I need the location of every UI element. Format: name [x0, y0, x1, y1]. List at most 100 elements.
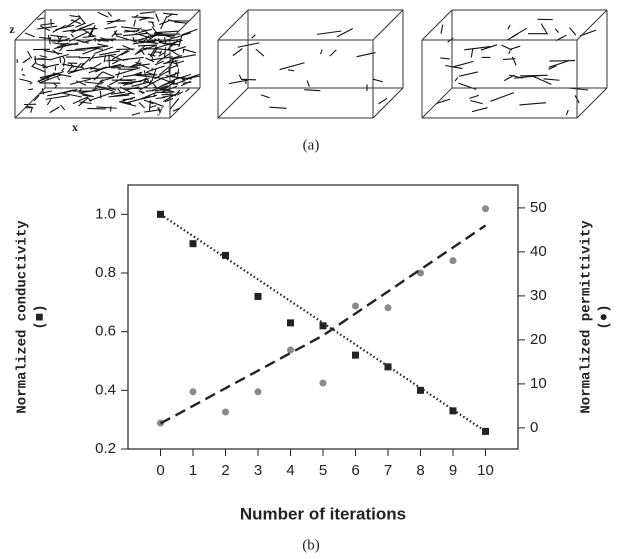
fiber: [29, 81, 33, 85]
fiber: [154, 69, 171, 80]
fiber: [78, 92, 94, 98]
fiber: [41, 88, 45, 95]
fiber: [122, 32, 148, 37]
fiber: [279, 62, 305, 71]
fiber: [115, 67, 141, 76]
fiber: [80, 62, 84, 68]
fiber: [509, 45, 521, 51]
fiber: [154, 60, 165, 66]
fiber: [514, 74, 541, 79]
box-edge: [576, 87, 608, 119]
fiber: [36, 25, 58, 30]
square-point: [222, 251, 229, 259]
circle-point: [352, 302, 359, 310]
fiber: [155, 89, 169, 92]
fiber: [228, 79, 249, 85]
fiber: [151, 21, 155, 28]
fiber: [131, 71, 143, 76]
fiber: [471, 107, 488, 113]
fiber: [139, 11, 156, 15]
fiber: [27, 50, 33, 59]
fiber: [131, 112, 141, 116]
fiber: [56, 76, 61, 81]
y-tick-label: 0.4: [95, 381, 116, 398]
fiber: [113, 92, 132, 97]
fiber: [105, 59, 129, 62]
y-tick-label: 0.6: [95, 323, 116, 340]
fiber: [70, 27, 96, 32]
fit-line: [159, 224, 487, 425]
y2-tick-label: 50: [530, 199, 547, 216]
fiber: [141, 29, 148, 32]
fiber: [436, 98, 451, 105]
fiber: [454, 77, 459, 82]
fiber: [540, 23, 548, 34]
fiber: [143, 99, 154, 105]
fiber: [138, 102, 145, 109]
fiber: [66, 49, 87, 52]
fiber: [480, 44, 498, 51]
fiber: [120, 50, 131, 56]
fiber: [72, 96, 88, 105]
x-tick-label: 9: [449, 462, 457, 479]
fiber: [136, 58, 141, 65]
y-tick-label: 1.0: [95, 205, 116, 222]
fiber: [164, 36, 167, 45]
fiber: [169, 98, 180, 110]
fiber: [163, 75, 174, 79]
x-tick-label: 0: [156, 462, 164, 479]
y2-tick-label: 20: [530, 331, 547, 348]
fiber: [151, 26, 158, 34]
fiber: [82, 29, 95, 37]
fiber: [144, 109, 161, 113]
fiber: [135, 46, 148, 55]
y-axis-title: (■): [33, 304, 49, 329]
fiber: [165, 74, 189, 80]
fiber: [452, 60, 474, 68]
fiber: [163, 12, 178, 16]
fiber: [174, 21, 187, 24]
fiber: [122, 77, 150, 86]
fiber: [88, 66, 107, 74]
fiber: [161, 80, 176, 87]
fiber: [116, 71, 120, 79]
fiber: [317, 30, 342, 35]
y2-tick-label: 10: [530, 375, 547, 392]
circle-point: [449, 257, 457, 265]
fiber: [69, 66, 93, 73]
fiber: [78, 14, 86, 25]
fiber: [469, 94, 480, 99]
fiber: [440, 24, 444, 34]
fiber: [145, 89, 155, 92]
fiber: [372, 78, 383, 83]
fiber: [149, 105, 157, 109]
circle-point: [287, 346, 294, 354]
fiber: [172, 79, 186, 85]
fiber: [91, 53, 117, 59]
fiber: [132, 62, 142, 67]
fiber: [116, 35, 138, 43]
circle-point: [319, 379, 327, 387]
x-tick-label: 8: [416, 462, 424, 479]
square-point: [482, 427, 489, 435]
fiber: [176, 91, 184, 96]
fiber: [19, 78, 32, 83]
fiber: [75, 80, 87, 86]
square-point: [254, 292, 262, 300]
fiber: [138, 28, 153, 34]
fiber: [108, 94, 130, 98]
fiber: [45, 95, 70, 100]
fiber: [92, 47, 103, 50]
fiber: [137, 44, 158, 47]
fiber: [70, 19, 74, 22]
fiber: [159, 50, 163, 55]
fiber: [53, 82, 58, 87]
circle-point: [254, 388, 262, 396]
fiber: [503, 58, 516, 61]
fiber: [166, 13, 174, 18]
x-tick-label: 3: [254, 462, 262, 479]
axis-letter: y: [157, 102, 163, 116]
x-tick-label: 6: [351, 462, 359, 479]
x-tick-label: 7: [384, 462, 392, 479]
